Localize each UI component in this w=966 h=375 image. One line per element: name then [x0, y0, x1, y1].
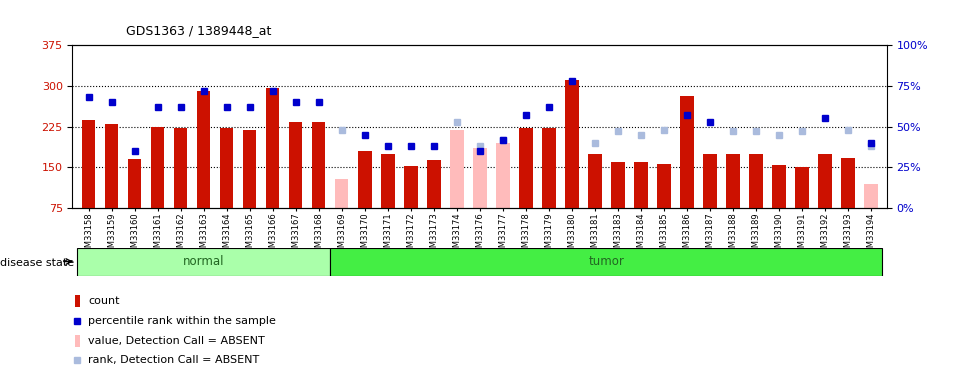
Bar	[772, 165, 785, 208]
Bar	[219, 128, 234, 208]
Bar	[450, 130, 464, 208]
Bar	[864, 184, 877, 208]
Bar	[330, 248, 882, 276]
Text: tumor: tumor	[588, 255, 624, 268]
Bar	[680, 96, 694, 208]
Bar	[657, 164, 670, 208]
Bar	[565, 80, 579, 208]
Bar	[242, 130, 257, 208]
Bar	[818, 154, 832, 208]
Bar	[725, 154, 740, 208]
Bar	[289, 122, 302, 208]
Bar	[312, 122, 326, 208]
Bar	[334, 179, 349, 208]
Bar	[404, 166, 417, 208]
Bar	[75, 295, 80, 307]
Bar	[82, 120, 96, 208]
Bar	[128, 159, 141, 208]
Text: disease state: disease state	[0, 258, 74, 267]
Bar	[77, 248, 330, 276]
Text: count: count	[89, 296, 120, 306]
Text: GDS1363 / 1389448_at: GDS1363 / 1389448_at	[126, 24, 270, 38]
Bar	[542, 128, 555, 208]
Bar	[357, 151, 372, 208]
Bar	[496, 143, 509, 208]
Text: normal: normal	[183, 255, 224, 268]
Bar	[472, 148, 487, 208]
Bar	[611, 162, 625, 208]
Bar	[427, 160, 440, 208]
Bar	[634, 162, 647, 208]
Bar	[587, 154, 602, 208]
Bar	[104, 124, 119, 208]
Bar	[174, 128, 187, 208]
Bar	[749, 154, 762, 208]
Bar	[381, 154, 394, 208]
Bar	[795, 167, 809, 208]
Bar	[519, 128, 532, 208]
Bar	[75, 335, 80, 346]
Text: percentile rank within the sample: percentile rank within the sample	[89, 316, 276, 326]
Bar	[151, 127, 164, 208]
Bar	[197, 91, 211, 208]
Text: rank, Detection Call = ABSENT: rank, Detection Call = ABSENT	[89, 356, 260, 365]
Bar	[266, 88, 279, 208]
Text: value, Detection Call = ABSENT: value, Detection Call = ABSENT	[89, 336, 265, 346]
Bar	[840, 158, 855, 208]
Bar	[702, 154, 717, 208]
